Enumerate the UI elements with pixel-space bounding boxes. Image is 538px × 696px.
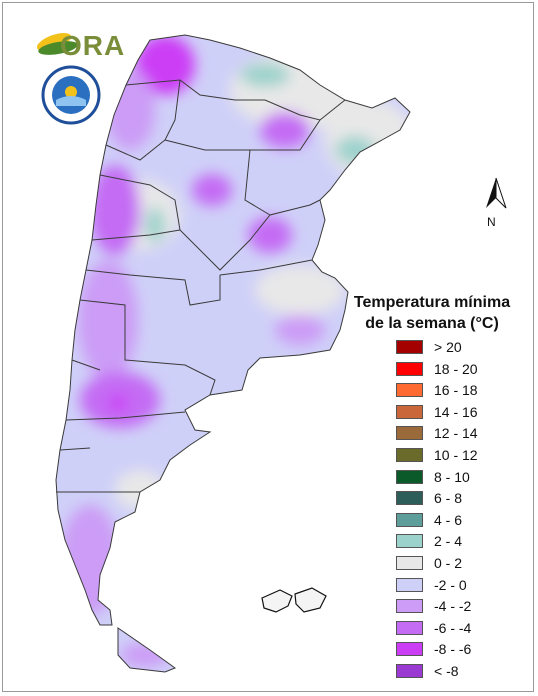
legend-label: > 20 — [434, 339, 462, 355]
ora-logo-text: ORA — [60, 30, 126, 61]
legend-swatch — [396, 491, 423, 506]
legend-label: 16 - 18 — [434, 382, 478, 399]
legend-swatch — [396, 361, 423, 376]
legend-swatch — [396, 642, 423, 657]
legend-label: 6 - 8 — [434, 490, 463, 507]
legend-label: 18 - 20 — [434, 360, 478, 377]
legend-label: -2 - 0 — [434, 576, 467, 593]
legend-swatch — [396, 534, 423, 549]
legend-label: 4 - 6 — [434, 511, 463, 528]
legend-swatch — [396, 599, 423, 614]
ora-logo — [36, 32, 78, 55]
legend-label: 14 - 16 — [434, 403, 478, 420]
legend-label: -4 - -2 — [434, 598, 472, 615]
legend-label: -8 - -6 — [434, 641, 472, 658]
temperature-field — [56, 35, 410, 672]
legend-label: 10 - 12 — [434, 446, 478, 463]
legend-title: Temperatura mínima de la semana (°C) — [340, 292, 524, 334]
legend-swatch — [396, 340, 423, 354]
legend-label: 8 - 10 — [434, 468, 470, 485]
malvinas-islands — [261, 587, 327, 613]
legend-label: < -8 — [434, 662, 459, 679]
legend-swatch — [396, 447, 423, 462]
legend-swatch — [396, 555, 423, 570]
legend-swatch — [396, 404, 423, 419]
smn-seal-logo — [41, 65, 101, 125]
legend-swatch — [396, 663, 423, 678]
legend-swatch — [396, 469, 423, 484]
legend-swatch — [396, 577, 423, 592]
legend-title-line2: de la semana (°C) — [365, 315, 499, 332]
legend-title-line1: Temperatura mínima — [353, 294, 511, 311]
legend-swatch — [396, 512, 423, 527]
legend-swatch — [396, 426, 423, 441]
north-arrow-icon — [486, 177, 507, 209]
north-label: N — [487, 215, 496, 229]
province-boundaries — [55, 34, 411, 673]
legend-swatch — [396, 383, 423, 398]
legend-label: 12 - 14 — [434, 425, 478, 442]
legend-label: 0 - 2 — [434, 554, 463, 571]
legend-label: 2 - 4 — [434, 533, 463, 550]
legend-label: -6 - -4 — [434, 619, 472, 636]
legend-swatch — [396, 620, 423, 635]
